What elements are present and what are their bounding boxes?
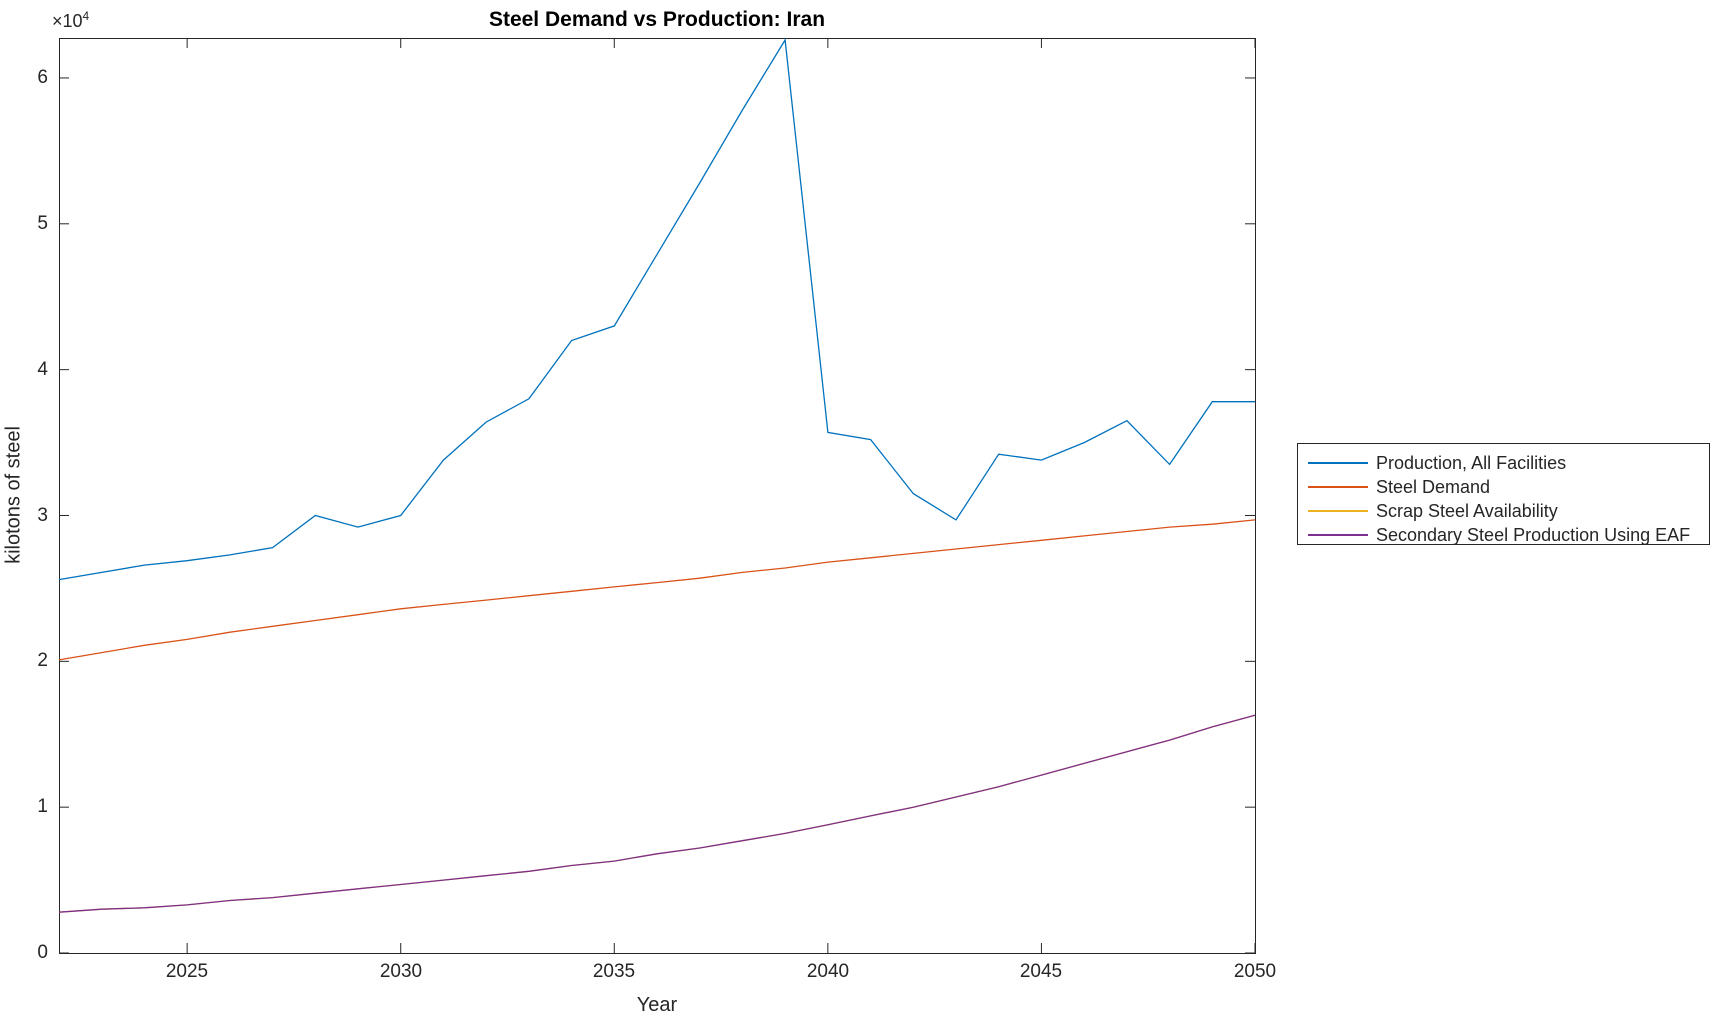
y-axis-label: kilotons of steel <box>2 426 25 564</box>
y-axis-multiplier: ×104 <box>52 9 90 31</box>
legend-item: Production, All Facilities <box>1298 451 1709 475</box>
y-tick-label: 6 <box>37 67 48 88</box>
legend-item: Scrap Steel Availability <box>1298 499 1709 523</box>
series-line-steel-demand <box>58 519 1256 661</box>
y-tick-label: 5 <box>37 213 48 234</box>
series-line-secondary-steel-production-using-eaf <box>58 714 1256 913</box>
legend-line-demand <box>1308 486 1368 488</box>
axes-box <box>59 38 1256 954</box>
series-lines <box>58 38 1256 913</box>
legend-line-scrap <box>1308 510 1368 512</box>
y-tick-label: 1 <box>37 796 48 817</box>
series-line-scrap-steel-availability <box>58 714 1256 913</box>
x-tick-label: 2025 <box>165 961 209 982</box>
y-tick-label: 0 <box>37 942 48 963</box>
series-line-production-all-facilities <box>58 38 1255 581</box>
legend-label: Scrap Steel Availability <box>1376 500 1558 521</box>
x-tick-label: 2030 <box>379 961 423 982</box>
x-tick-label: 2045 <box>1019 961 1063 982</box>
x-tick-label: 2050 <box>1233 961 1277 982</box>
y-tick-label: 4 <box>37 359 48 380</box>
legend-label: Secondary Steel Production Using EAF <box>1376 524 1691 545</box>
legend-label: Steel Demand <box>1376 476 1491 497</box>
chart-title: Steel Demand vs Production: Iran <box>488 8 826 31</box>
legend-label: Production, All Facilities <box>1376 452 1567 473</box>
x-tick-label: 2040 <box>806 961 850 982</box>
axis-ticks <box>59 38 1256 954</box>
y-tick-label: 2 <box>37 650 48 671</box>
legend-box[interactable]: Production, All Facilities Steel Demand … <box>1297 443 1710 545</box>
legend-item: Steel Demand <box>1298 475 1709 499</box>
legend-item: Secondary Steel Production Using EAF <box>1298 523 1709 547</box>
legend-line-secondary <box>1308 534 1368 536</box>
x-axis-label: Year <box>636 994 678 1016</box>
legend-line-production <box>1308 462 1368 464</box>
x-tick-label: 2035 <box>592 961 636 982</box>
y-tick-label: 3 <box>37 505 48 526</box>
